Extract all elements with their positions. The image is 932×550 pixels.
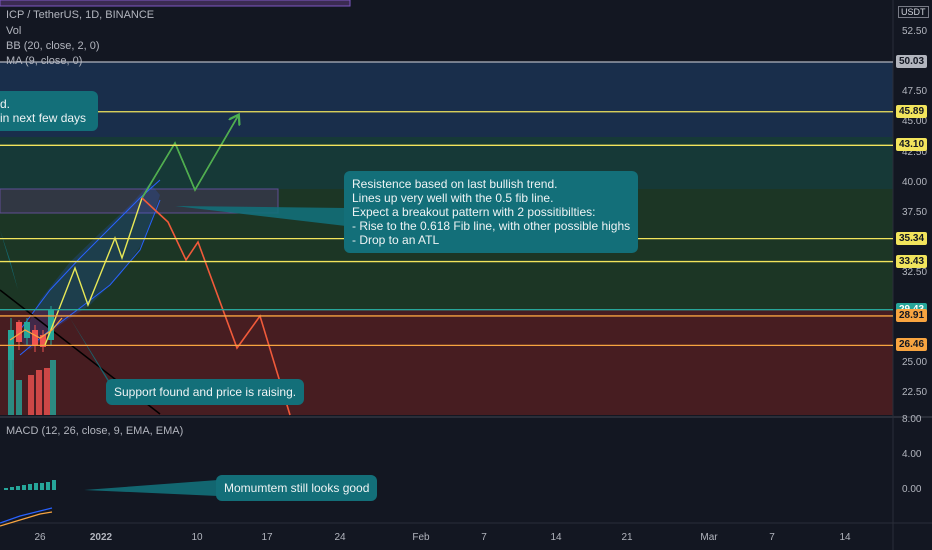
level-badge: 26.46 xyxy=(896,338,928,352)
pointer-resistance xyxy=(175,206,346,226)
time-tick: 17 xyxy=(261,532,273,543)
top-purple-box xyxy=(0,0,351,7)
pointer-support xyxy=(70,318,118,395)
time-tick: 14 xyxy=(839,532,851,543)
time-tick: 10 xyxy=(191,532,203,543)
macd-tick: 0.00 xyxy=(902,484,922,495)
price-tick: 42.50 xyxy=(902,146,928,158)
bb-channel xyxy=(20,183,160,350)
callout-top-left[interactable]: d. in next few days xyxy=(0,91,98,131)
price-tick: 37.50 xyxy=(902,206,928,218)
ma-legend[interactable]: MA (9, close, 0) xyxy=(6,55,83,67)
price-tick: 32.50 xyxy=(902,266,928,278)
callout-resistance[interactable]: Resistence based on last bullish trend. … xyxy=(344,171,639,253)
time-tick: 7 xyxy=(481,532,487,543)
price-tick: 40.00 xyxy=(902,176,928,188)
horizontal-levels xyxy=(0,61,893,347)
level-badge: 50.03 xyxy=(896,55,928,68)
level-badge: 45.89 xyxy=(896,104,928,118)
time-tick: 7 xyxy=(769,532,775,543)
ma-line xyxy=(9,317,63,341)
symbol-legend[interactable]: ICP / TetherUS, 1D, BINANCE xyxy=(6,9,155,21)
time-tick: 21 xyxy=(621,532,633,543)
volume-legend[interactable]: Vol xyxy=(6,25,22,37)
price-tick: 22.50 xyxy=(902,387,928,398)
time-tick: 26 xyxy=(34,532,46,543)
time-tick: 24 xyxy=(334,532,346,543)
level-badge: 35.34 xyxy=(896,231,928,245)
level-badge: 43.10 xyxy=(896,138,928,152)
macd-tick: 4.00 xyxy=(902,449,922,460)
zone-fib-top xyxy=(0,62,893,137)
level-badge: 33.43 xyxy=(896,254,928,268)
callout-support[interactable]: Support found and price is raising. xyxy=(106,379,305,405)
macd-legend[interactable]: MACD (12, 26, close, 9, EMA, EMA) xyxy=(6,425,184,437)
quote-unit-label[interactable]: USDT xyxy=(898,6,929,18)
time-tick: Mar xyxy=(700,532,718,543)
macd-signal xyxy=(0,511,53,527)
time-tick: 2022 xyxy=(89,532,113,543)
time-tick: 14 xyxy=(550,532,562,543)
pointer-topleft xyxy=(0,230,18,290)
level-badge: 28.91 xyxy=(896,308,928,322)
price-tick: 47.50 xyxy=(902,86,928,98)
macd-histogram xyxy=(4,480,56,490)
pointer-momentum xyxy=(84,480,218,496)
bb-legend[interactable]: BB (20, close, 2, 0) xyxy=(6,40,100,52)
callout-momentum[interactable]: Momumtem still looks good xyxy=(216,475,378,501)
price-tick: 25.00 xyxy=(902,356,928,368)
price-tick: 45.00 xyxy=(902,116,928,128)
price-tick: 52.50 xyxy=(902,26,928,38)
time-tick: Feb xyxy=(412,532,430,543)
macd-line xyxy=(0,507,53,524)
macd-tick: 8.00 xyxy=(902,414,922,425)
breakout-up xyxy=(141,116,238,199)
volume-bars xyxy=(8,350,56,415)
